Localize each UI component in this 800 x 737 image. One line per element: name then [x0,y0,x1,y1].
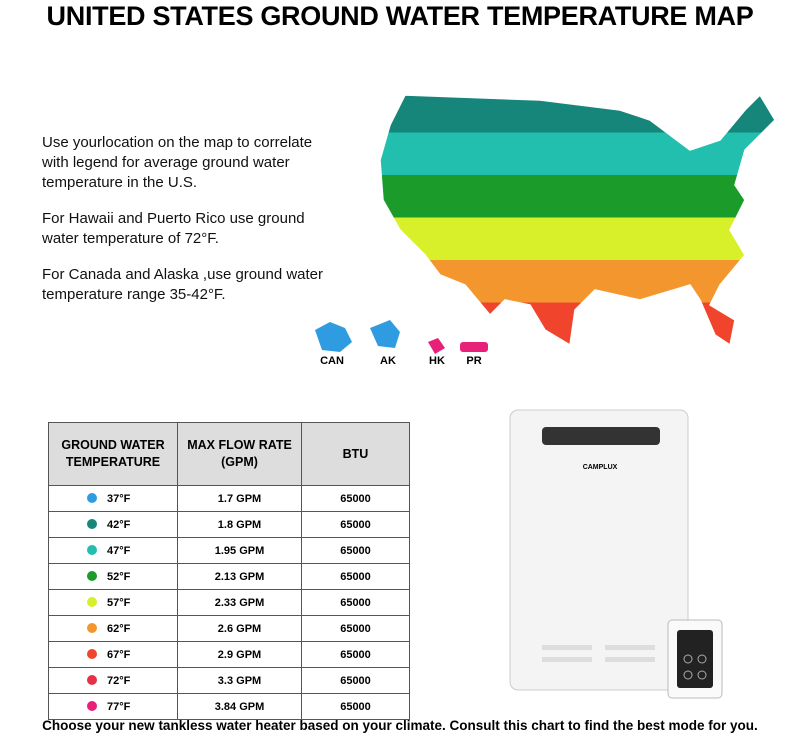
color-dot [87,700,97,711]
button [697,670,707,680]
map-outline [379,93,776,347]
color-dot [87,648,97,659]
flow-table: GROUND WATER TEMPERATURE MAX FLOW RATE (… [48,422,410,720]
us-map: CAN AK HK PR [315,93,776,367]
table-row: 62°F 2.6 GPM 65000 [48,615,410,642]
temperature-cell: 77°F [48,693,178,720]
vent-slot [542,645,592,650]
btu: 65000 [301,667,410,694]
flow-rate: 3.84 GPM [177,693,302,720]
vent-slot [605,645,655,650]
temperature: 37°F [107,492,131,505]
heater-vent [542,427,660,445]
btu: 65000 [301,537,410,564]
map-band [380,302,775,345]
intro-text: Use yourlocation on the map to correlate… [42,134,313,191]
flow-rate: 3.3 GPM [177,667,302,694]
btu: 65000 [301,511,410,538]
temperature-cell: 47°F [48,537,178,564]
temperature-cell: 62°F [48,615,178,642]
temperature: 62°F [107,622,131,635]
temperature: 42°F [107,518,131,531]
table-row: 42°F 1.8 GPM 65000 [48,511,410,538]
map-label: HK [429,355,445,367]
heater-body [509,409,689,691]
btu: 65000 [301,589,410,616]
button [697,654,707,664]
color-dot [87,518,97,529]
map-bands [380,95,775,345]
column-header: MAX FLOW RATE (GPM) [177,422,302,486]
temperature-cell: 42°F [48,511,178,538]
temperature-cell: 67°F [48,641,178,668]
vent-slot [605,657,655,662]
intro-text: For Canada and Alaska ,use ground water … [42,266,324,303]
intro: Use yourlocation on the map to correlate… [42,133,342,321]
temperature: 77°F [107,700,131,713]
map-label: CAN [320,355,344,367]
table-row: 57°F 2.33 GPM 65000 [48,589,410,616]
color-dot [87,492,97,503]
ak-shape [370,320,400,348]
pr-shape [460,342,488,352]
table-row: 37°F 1.7 GPM 65000 [48,485,410,512]
flow-rate: 1.7 GPM [177,485,302,512]
flow-rate: 1.8 GPM [177,511,302,538]
color-dot [87,570,97,581]
map-label: PR [466,355,481,367]
flow-rate: 1.95 GPM [177,537,302,564]
flow-rate: 2.9 GPM [177,641,302,668]
color-dot [87,544,97,555]
title: UNITED STATES GROUND WATER TEMPERATURE M… [46,1,754,31]
brand: CAMPLUX [583,464,618,471]
table-row: 72°F 3.3 GPM 65000 [48,667,410,694]
flow-rate: 2.13 GPM [177,563,302,590]
temperature: 67°F [107,648,131,661]
table-row: 77°F 3.84 GPM 65000 [48,693,410,720]
color-dot [87,622,97,633]
heater: CAMPLUX [509,409,723,699]
btu: 65000 [301,563,410,590]
footer: Choose your new tankless water heater ba… [42,718,758,733]
table-row: 67°F 2.9 GPM 65000 [48,641,410,668]
color-dot [87,674,97,685]
map-band [380,175,775,219]
temperature: 52°F [107,570,131,583]
temperature-cell: 72°F [48,667,178,694]
temperature: 72°F [107,674,131,687]
btu: 65000 [301,615,410,642]
table-row: 52°F 2.13 GPM 65000 [48,563,410,590]
map-band [380,132,775,176]
button [683,670,693,680]
color-dot [87,596,97,607]
btu: 65000 [301,693,410,720]
map-label: AK [380,355,396,367]
intro-text: For Hawaii and Puerto Rico use ground wa… [42,210,305,247]
flow-rate: 2.6 GPM [177,615,302,642]
column-header: BTU [301,422,410,486]
can-shape [315,322,352,352]
btu: 65000 [301,485,410,512]
temperature-cell: 57°F [48,589,178,616]
column-header: GROUND WATER TEMPERATURE [48,422,178,486]
temperature-cell: 52°F [48,563,178,590]
flow-rate: 2.33 GPM [177,589,302,616]
map-band [380,217,775,261]
temperature: 57°F [107,596,131,609]
table-row: 47°F 1.95 GPM 65000 [48,537,410,564]
temperature: 47°F [107,544,131,557]
vent-slot [542,657,592,662]
button [683,654,693,664]
hk-shape [428,338,445,354]
temperature-cell: 37°F [48,485,178,512]
controller-screen [677,630,713,688]
btu: 65000 [301,641,410,668]
